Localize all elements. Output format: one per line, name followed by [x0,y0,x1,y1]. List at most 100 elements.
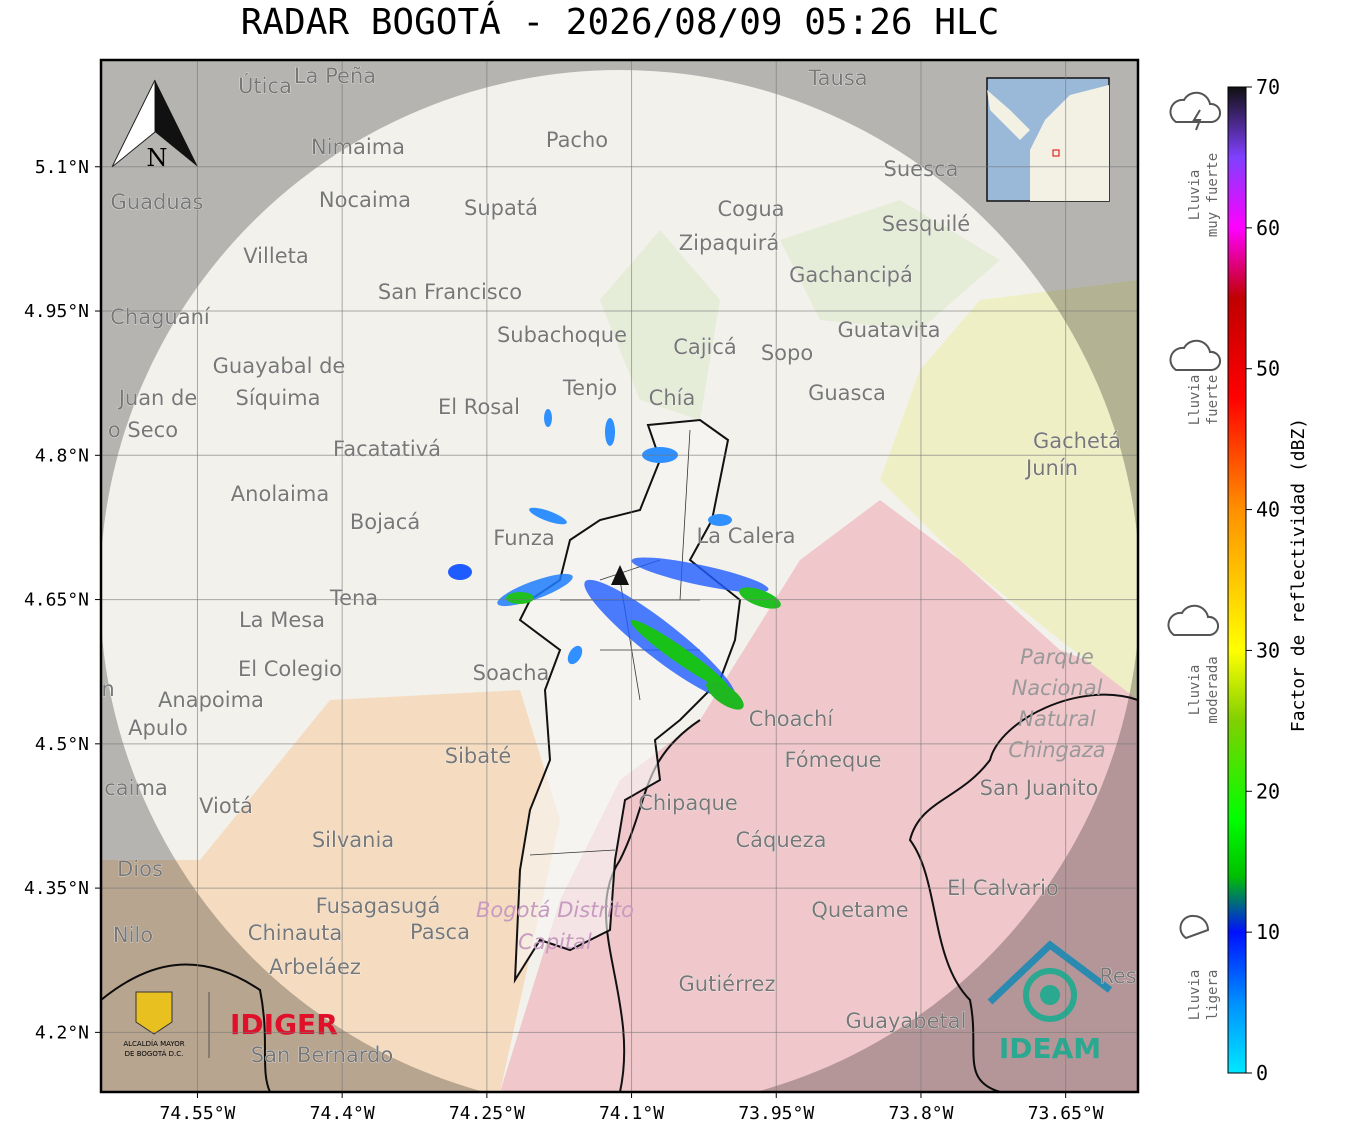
place-label: El Rosal [438,395,520,419]
radar-echoes [448,409,781,710]
rain-legend-label: ligera [1205,970,1221,1021]
place-label: Anolaima [231,482,329,506]
colorbar-tick-label: 70 [1256,75,1280,99]
colorbar-tick-label: 20 [1256,779,1280,803]
park-label: Nacional [1012,676,1103,700]
place-label: Funza [493,526,554,550]
rain-legend-label: moderada [1205,656,1221,723]
place-label: Chipaque [638,791,738,815]
place-label: Gachetá [1033,429,1121,453]
place-label: Cáqueza [736,828,827,852]
place-label: Viotá [199,794,253,818]
y-tick-label: 4.65°N [24,590,89,611]
place-label: Arbeláez [269,955,361,979]
ideam-label: IDEAM [999,1032,1101,1065]
place-label: Anapoima [158,688,264,712]
place-label: Nocaima [319,188,411,212]
rain-legend-label: Lluvia [1187,665,1203,716]
place-label: Cogua [717,197,784,221]
place-label: Chinauta [248,921,342,945]
inset-map [986,77,1110,202]
y-tick-label: 4.35°N [24,878,89,899]
place-label: San Bernardo [251,1043,393,1067]
place-label: El Calvario [947,876,1059,900]
place-label: Tausa [807,66,867,90]
place-label: Res [1099,964,1137,988]
place-label: Bojacá [350,510,420,534]
y-tick-label: 4.2°N [35,1022,89,1043]
place-label: Zipaquirá [679,231,779,255]
place-label: Choachí [749,707,835,731]
place-label: Guayabetal [846,1009,967,1033]
alcaldia-line: DE BOGOTÁ D.C. [125,1049,184,1058]
x-tick-label: 73.8°W [888,1103,953,1124]
place-label: San Juanito [980,776,1099,800]
place-label: Supatá [464,196,538,220]
place-label: Fómeque [784,748,881,772]
rain-legend-label: fuerte [1205,375,1221,426]
place-label: Junín [1024,456,1078,480]
place-label: Síquima [236,386,321,410]
x-tick-label: 74.4°W [310,1103,375,1124]
place-label: Chía [649,386,696,410]
x-tick-label: 73.65°W [1028,1103,1104,1124]
ideam-logo: IDEAM [987,940,1113,1065]
colorbar-tick-label: 30 [1256,638,1280,662]
place-label: Guasca [808,381,886,405]
place-label: Guayabal de [213,354,346,378]
district-label: Bogotá Distrito [476,898,634,922]
grid: Útica La Peña Tausa Nimaima Pacho Guaduas Noca… [101,60,1138,1092]
place-label: Villeta [243,244,308,268]
rain-legend-label: muy fuerte [1205,153,1221,237]
colorbar-tick-label: 50 [1256,357,1280,381]
colorbar-label: Factor de reflectividad (dBZ) [1288,418,1309,732]
place-label: Sesquilé [882,212,970,236]
place-label: Quetame [811,898,908,922]
place-label: Tenjo [562,376,617,400]
place-label: caima [104,776,168,800]
place-label: Juan de [117,386,198,410]
place-label: La Mesa [239,608,325,632]
place-label: Nilo [113,923,153,947]
place-label: Tena [329,586,378,610]
y-tick-label: 5.1°N [35,157,89,178]
x-tick-label: 74.1°W [599,1103,664,1124]
colorbar [1227,86,1247,1074]
place-label: Suesca [884,157,959,181]
colorbar-tick-label: 0 [1256,1061,1268,1085]
title: RADAR BOGOTÁ - 2026/08/09 05:26 HLC [241,1,1000,43]
rain-legend-label: Lluvia [1187,970,1203,1021]
place-label: San Francisco [378,280,522,304]
place-label: Silvania [312,828,394,852]
y-tick-label: 4.95°N [24,301,89,322]
north-label: N [147,144,168,172]
x-tick-label: 73.95°W [738,1103,814,1124]
place-label: La Calera [696,524,795,548]
colorbar-tick-label: 60 [1256,216,1280,240]
place-label: Pasca [410,920,470,944]
place-label: Cajicá [673,335,737,359]
idiger-logo: IDIGER [230,1008,338,1041]
colorbar-tick-label: 40 [1256,498,1280,522]
district-label: Capital [518,930,592,954]
x-tick-label: 74.55°W [160,1103,236,1124]
place-label: Facatativá [333,437,441,461]
park-label: Parque [1020,645,1094,669]
place-label: Subachoque [497,323,627,347]
y-tick-label: 4.5°N [35,734,89,755]
place-label: Soacha [473,661,550,685]
place-label: n [101,677,114,701]
place-label: Apulo [128,716,188,740]
place-label: El Colegio [238,657,342,681]
map-frame [99,58,1140,1094]
place-label: Gutiérrez [679,972,776,996]
x-tick-label: 74.25°W [449,1103,525,1124]
park-label: Natural [1018,707,1096,731]
place-label: Sibaté [445,744,512,768]
place-label: La Peña [294,64,376,88]
place-label: Sopo [761,341,813,365]
place-label: Útica [238,73,292,98]
